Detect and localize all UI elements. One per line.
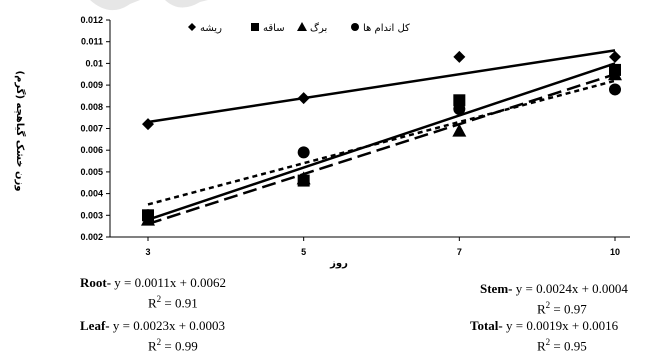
legend: ریشه ساقه برگ کل اندام ها [188,21,410,34]
data-points [141,50,622,226]
triangle-marker [296,171,311,185]
diamond-marker [297,92,310,105]
square-marker [453,94,466,107]
trend-line-long-dash [147,73,616,226]
y-axis-ticks: 0.002 0.003 0.004 0.005 0.006 0.007 0.008 0.009… [80,15,110,242]
watermark-logo [90,0,208,11]
total-r2: R2 = 0.95 [537,337,587,354]
y-tick-label: 0.006 [80,145,103,155]
legend-label: برگ [310,21,327,34]
y-tick-label: 0.005 [80,167,103,177]
triangle-marker [608,67,622,81]
legend-label: ساقه [263,23,285,34]
y-tick-label: 0.012 [80,15,103,25]
circle-marker [297,146,310,159]
leaf-equation: Leaf- y = 0.0023x + 0.0003 [80,318,226,333]
y-axis-label: وزن خشک گیاهچه (گرم) [14,71,27,192]
trend-lines [147,49,616,226]
axes [109,20,630,238]
x-axis-ticks: 3 5 7 10 [145,237,620,257]
x-tick-label: 5 [301,247,306,257]
diamond-marker [609,50,621,63]
x-axis-label: روز [329,258,348,269]
root-equation: Root- y = 0.0011x + 0.0062 [80,275,226,290]
circle-marker [351,23,359,31]
square-marker [251,23,259,31]
leaf-r2: R2 = 0.99 [148,337,198,354]
y-tick-label: 0.002 [80,232,103,242]
x-tick-label: 10 [610,247,620,257]
y-tick-label: 0.01 [85,58,103,68]
y-tick-label: 0.009 [80,80,103,90]
y-tick-label: 0.004 [80,189,103,199]
diamond-marker [453,50,466,63]
circle-marker [453,102,466,115]
y-tick-label: 0.007 [80,124,103,134]
triangle-marker [452,123,467,137]
trend-line-solid [147,49,616,124]
trend-line-solid [147,62,616,221]
y-tick-label: 0.003 [80,210,103,220]
diamond-marker [142,118,154,131]
legend-label: کل اندام ها [363,23,410,34]
triangle-marker [297,22,307,31]
diamond-marker [188,23,196,31]
stem-equation: Stem- y = 0.0024x + 0.0004 [480,281,628,296]
legend-label: ریشه [200,23,222,34]
root-r2: R2 = 0.91 [148,294,198,311]
stem-r2: R2 = 0.97 [537,300,587,317]
circle-marker [142,209,154,222]
total-equation: Total- y = 0.0019x + 0.0016 [470,318,619,333]
x-tick-label: 7 [457,247,462,257]
circle-marker [609,83,621,96]
y-tick-label: 0.011 [81,37,103,47]
x-tick-label: 3 [145,247,150,257]
y-tick-label: 0.008 [80,102,103,112]
